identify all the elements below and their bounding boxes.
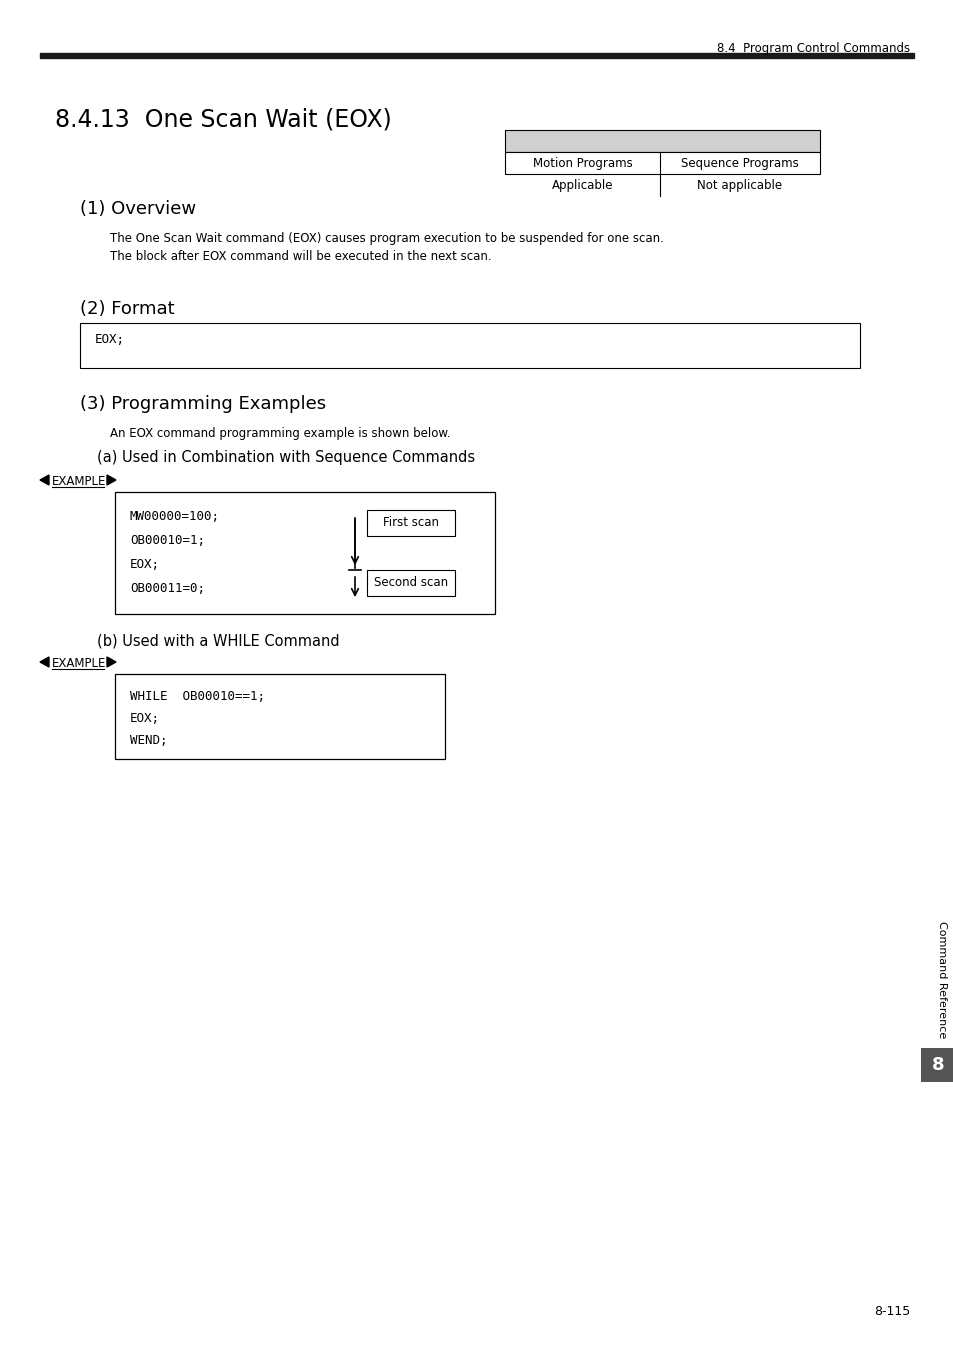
Text: EOX;: EOX; (130, 558, 160, 571)
Text: An EOX command programming example is shown below.: An EOX command programming example is sh… (110, 427, 450, 440)
Text: EXAMPLE: EXAMPLE (52, 657, 107, 670)
Polygon shape (40, 657, 49, 667)
Bar (115, 674, 444, 759)
Text: Applicable: Applicable (551, 178, 613, 192)
Text: WHILE  OB00010==1;: WHILE OB00010==1; (130, 690, 265, 703)
Text: (a) Used in Combination with Sequence Commands: (a) Used in Combination with Sequence Co… (97, 450, 475, 464)
Text: The One Scan Wait command (EOX) causes program execution to be suspended for one: The One Scan Wait command (EOX) causes p… (110, 232, 663, 244)
Text: EXAMPLE: EXAMPLE (52, 475, 107, 487)
Text: (2) Format: (2) Format (80, 300, 174, 319)
Text: (3) Programming Examples: (3) Programming Examples (80, 396, 326, 413)
Text: The block after EOX command will be executed in the next scan.: The block after EOX command will be exec… (110, 250, 491, 263)
Text: (1) Overview: (1) Overview (80, 200, 196, 217)
Polygon shape (40, 475, 49, 485)
Text: (b) Used with a WHILE Command: (b) Used with a WHILE Command (97, 633, 339, 648)
Bar (115, 491, 495, 614)
Text: 8.4.13  One Scan Wait (EOX): 8.4.13 One Scan Wait (EOX) (55, 108, 392, 132)
Bar (40, 53, 913, 58)
Text: 8: 8 (931, 1056, 943, 1075)
Text: Command Reference: Command Reference (936, 921, 946, 1038)
Text: 8.4  Program Control Commands: 8.4 Program Control Commands (716, 42, 909, 55)
Bar (504, 153, 820, 174)
Text: MW00000=100;: MW00000=100; (130, 510, 220, 522)
Text: EOX;: EOX; (130, 711, 160, 725)
Text: EOX;: EOX; (95, 333, 125, 346)
Text: WEND;: WEND; (130, 734, 168, 747)
Polygon shape (107, 657, 116, 667)
Text: OB00011=0;: OB00011=0; (130, 582, 205, 595)
Text: Sequence Programs: Sequence Programs (680, 157, 798, 170)
Text: Motion Programs: Motion Programs (532, 157, 632, 170)
Text: Not applicable: Not applicable (697, 178, 781, 192)
Bar (367, 510, 455, 536)
Text: Second scan: Second scan (374, 576, 448, 590)
Polygon shape (107, 475, 116, 485)
Text: First scan: First scan (382, 517, 438, 529)
Text: OB00010=1;: OB00010=1; (130, 535, 205, 547)
Text: 8-115: 8-115 (873, 1305, 909, 1318)
Bar (367, 570, 455, 595)
Bar (920, 1048, 953, 1081)
Bar (504, 130, 820, 153)
Bar (80, 323, 859, 369)
